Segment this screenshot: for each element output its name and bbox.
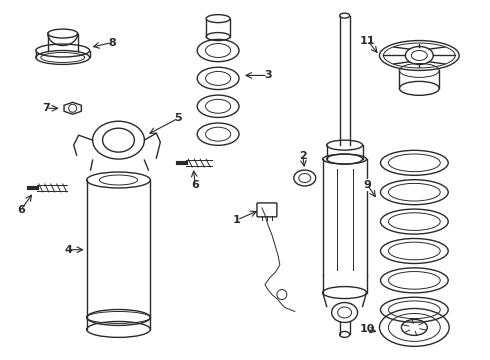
Text: 2: 2 — [299, 151, 307, 161]
Text: 5: 5 — [174, 113, 182, 123]
Text: 3: 3 — [264, 71, 272, 80]
Text: 4: 4 — [65, 245, 73, 255]
Text: 9: 9 — [364, 180, 371, 190]
Text: 6: 6 — [191, 180, 199, 190]
Text: 7: 7 — [42, 103, 49, 113]
Text: 6: 6 — [17, 205, 25, 215]
Text: 1: 1 — [233, 215, 241, 225]
Text: 8: 8 — [109, 37, 117, 48]
Text: 10: 10 — [360, 324, 375, 334]
Text: 11: 11 — [360, 36, 375, 46]
